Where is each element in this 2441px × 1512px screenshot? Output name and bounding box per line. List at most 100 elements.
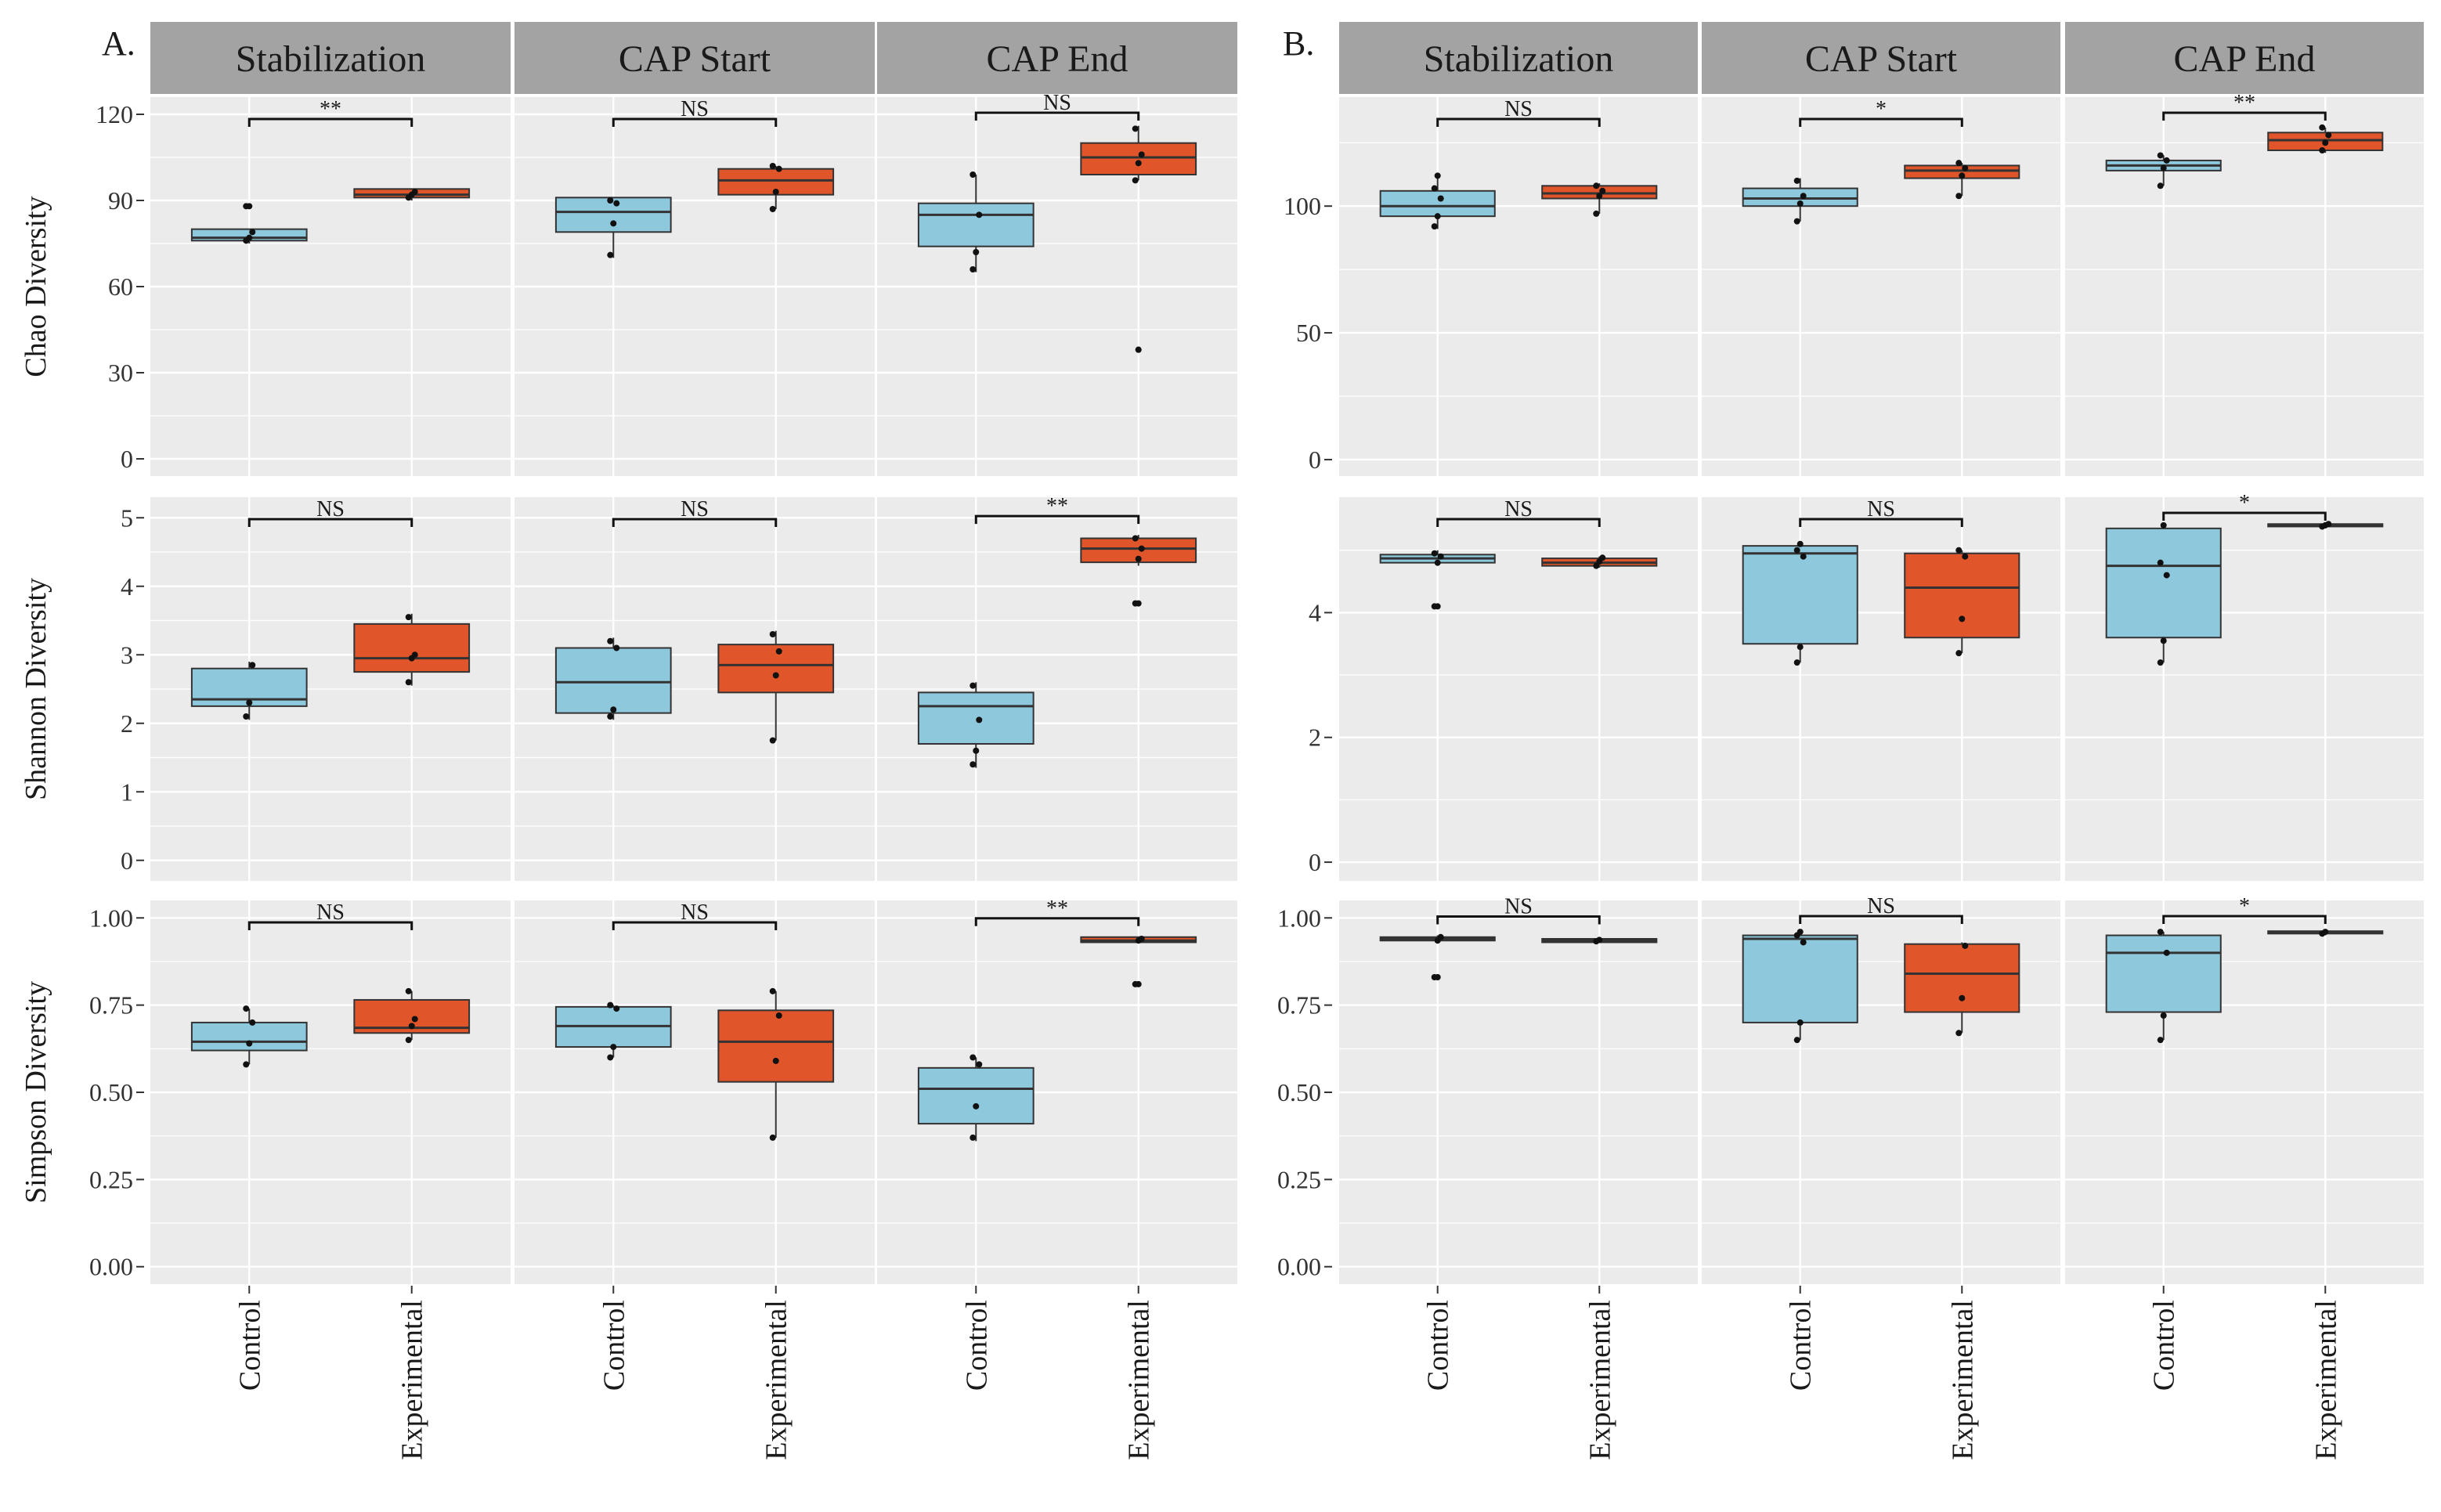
control-data-point [1800,193,1807,200]
experimental-data-point [769,987,776,994]
y-tick-label: 0.50 [89,1078,133,1106]
facet-panel: NS [877,91,1237,476]
experimental-data-point [2322,929,2329,936]
significance-label: NS [681,900,709,925]
control-data-point [1434,213,1441,220]
control-data-point [970,1054,977,1061]
significance-bracket [1799,915,1963,924]
significance-bracket [1436,518,1601,527]
y-axis-label: Chao Diversity [20,196,52,377]
significance-label: ** [1046,897,1068,921]
y-tick-label: 1.00 [89,904,133,932]
experimental-data-point [408,1023,415,1030]
experimental-data-point [1962,553,1969,560]
control-data-point [2163,157,2170,164]
x-tick-label-control: Control [598,1300,630,1391]
control-data-point [243,1005,250,1012]
y-tick-label: 30 [108,359,133,387]
experimental-data-point [1962,164,1969,171]
facet-panel: * [1702,97,2060,476]
experimental-data-point [1955,547,1963,554]
control-data-point [607,251,614,258]
facet-strip-0 [1339,22,1698,94]
experimental-data-point [1962,942,1969,949]
control-data-point [2157,929,2164,936]
control-data-point [1796,1019,1804,1026]
experimental-data-point [1955,650,1963,657]
facet-panel: NS [515,97,875,476]
facet-background [2065,97,2424,476]
significance-label: NS [316,497,345,521]
control-box [2105,527,2222,639]
control-data-point [613,644,620,651]
experimental-data-point [1593,182,1600,189]
y-tick-label: 100 [1284,192,1321,220]
control-data-point [607,637,614,644]
facet-panel: NS [515,900,875,1284]
control-box [1379,189,1496,218]
experimental-data-point [2319,124,2326,131]
control-box [554,647,672,714]
y-tick-label: 0 [121,445,133,473]
experimental-data-point [1955,1030,1963,1037]
control-data-point [607,197,614,204]
control-data-point [1793,177,1800,184]
experimental-data-point [411,1016,418,1023]
y-tick-label: 1.00 [1277,904,1321,932]
x-tick-label-experimental: Experimental [1946,1300,1979,1460]
control-data-point [249,229,256,236]
facet-panel: ** [2065,91,2424,476]
y-tick-label: 0 [1309,446,1321,474]
significance-label: ** [1046,494,1068,518]
experimental-data-point [1135,346,1142,353]
experimental-data-point [772,189,779,195]
y-tick-label: 0.75 [89,991,133,1019]
control-data-point [249,1019,256,1026]
control-data-point [976,211,983,218]
facet-panel: NS [1702,894,2060,1284]
significance-label: ** [320,97,341,121]
control-data-point [970,682,977,689]
x-tick-label-experimental: Experimental [1123,1300,1156,1460]
experimental-data-point [1959,172,1966,179]
control-data-point [1437,553,1444,560]
y-tick-label: 0 [121,846,133,875]
facet-panel: NS [1702,497,2060,881]
experimental-data-point [2322,139,2329,146]
experimental-data-point [1135,160,1142,167]
control-data-point [607,1054,614,1061]
control-data-point [613,200,620,207]
experimental-data-point [769,206,776,212]
experimental-data-point [2319,146,2326,153]
control-data-point [1796,200,1804,207]
experimental-data-point [1955,160,1963,167]
control-data-point [2163,949,2170,956]
significance-label: NS [1043,91,1071,115]
experimental-data-point [2325,521,2332,528]
significance-bracket [612,921,778,930]
experimental-data-point [775,165,782,172]
y-tick-label: 120 [96,100,133,128]
control-data-point [2160,521,2167,529]
experimental-data-point [1138,151,1145,158]
y-tick-label: 0.50 [1277,1078,1321,1106]
control-data-point [1796,644,1804,651]
control-data-point [243,203,250,210]
control-data-point [246,1040,253,1047]
experimental-data-point [1596,936,1603,944]
experimental-data-point [1135,555,1142,562]
facet-strip-label: CAP End [2174,38,2316,80]
y-tick-label: 2 [121,709,133,738]
experimental-box [1904,552,2020,639]
control-data-point [2157,559,2164,566]
experimental-data-point [405,1037,412,1044]
facet-strip-label: CAP End [987,38,1128,80]
control-data-point [2157,152,2164,159]
y-tick-label: 0.00 [1277,1253,1321,1281]
y-axis-label: Shannon Diversity [20,578,52,800]
experimental-box [717,1009,835,1083]
control-box [917,202,1035,247]
experimental-data-point [1959,615,1966,622]
facet-background [1339,97,1698,476]
